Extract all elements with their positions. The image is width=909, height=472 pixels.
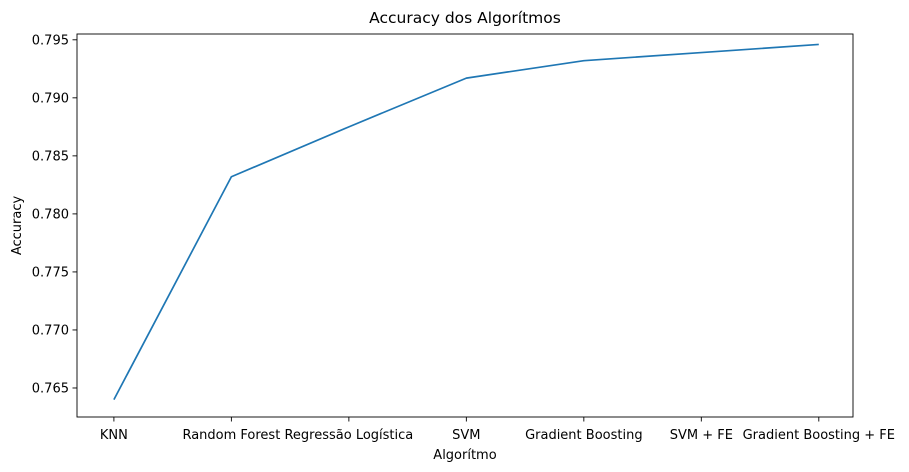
- x-axis-label: Algorítmo: [433, 448, 496, 463]
- y-tick-label: 0.795: [32, 33, 69, 48]
- x-axis-ticks: KNN Random Forest Regressão Logística SVM Gr…: [100, 417, 895, 443]
- x-tick-label: Regressão Logística: [284, 428, 413, 443]
- x-tick-label: KNN: [100, 428, 128, 443]
- x-tick-label: SVM + FE: [670, 428, 733, 443]
- y-tick-label: 0.770: [32, 323, 69, 338]
- y-tick-label: 0.790: [32, 91, 69, 106]
- y-axis-label: Accuracy: [10, 196, 25, 256]
- y-tick-label: 0.785: [32, 149, 69, 164]
- series-layer: [113, 43, 819, 400]
- axes-frame: [76, 33, 854, 418]
- y-tick-label: 0.765: [32, 381, 69, 396]
- y-tick-label: 0.780: [32, 207, 69, 222]
- x-tick-label: SVM: [452, 428, 480, 443]
- x-tick-label: Random Forest: [182, 428, 280, 443]
- plot-area: [77, 34, 853, 417]
- x-tick-label: Gradient Boosting + FE: [743, 428, 895, 443]
- series-line: [113, 43, 819, 400]
- chart-title: Accuracy dos Algorítmos: [369, 9, 561, 27]
- y-tick-label: 0.775: [32, 265, 69, 280]
- x-tick-label: Gradient Boosting: [525, 428, 643, 443]
- y-axis-ticks: 0.765 0.770 0.775 0.780 0.785 0.790 0.795: [32, 33, 77, 396]
